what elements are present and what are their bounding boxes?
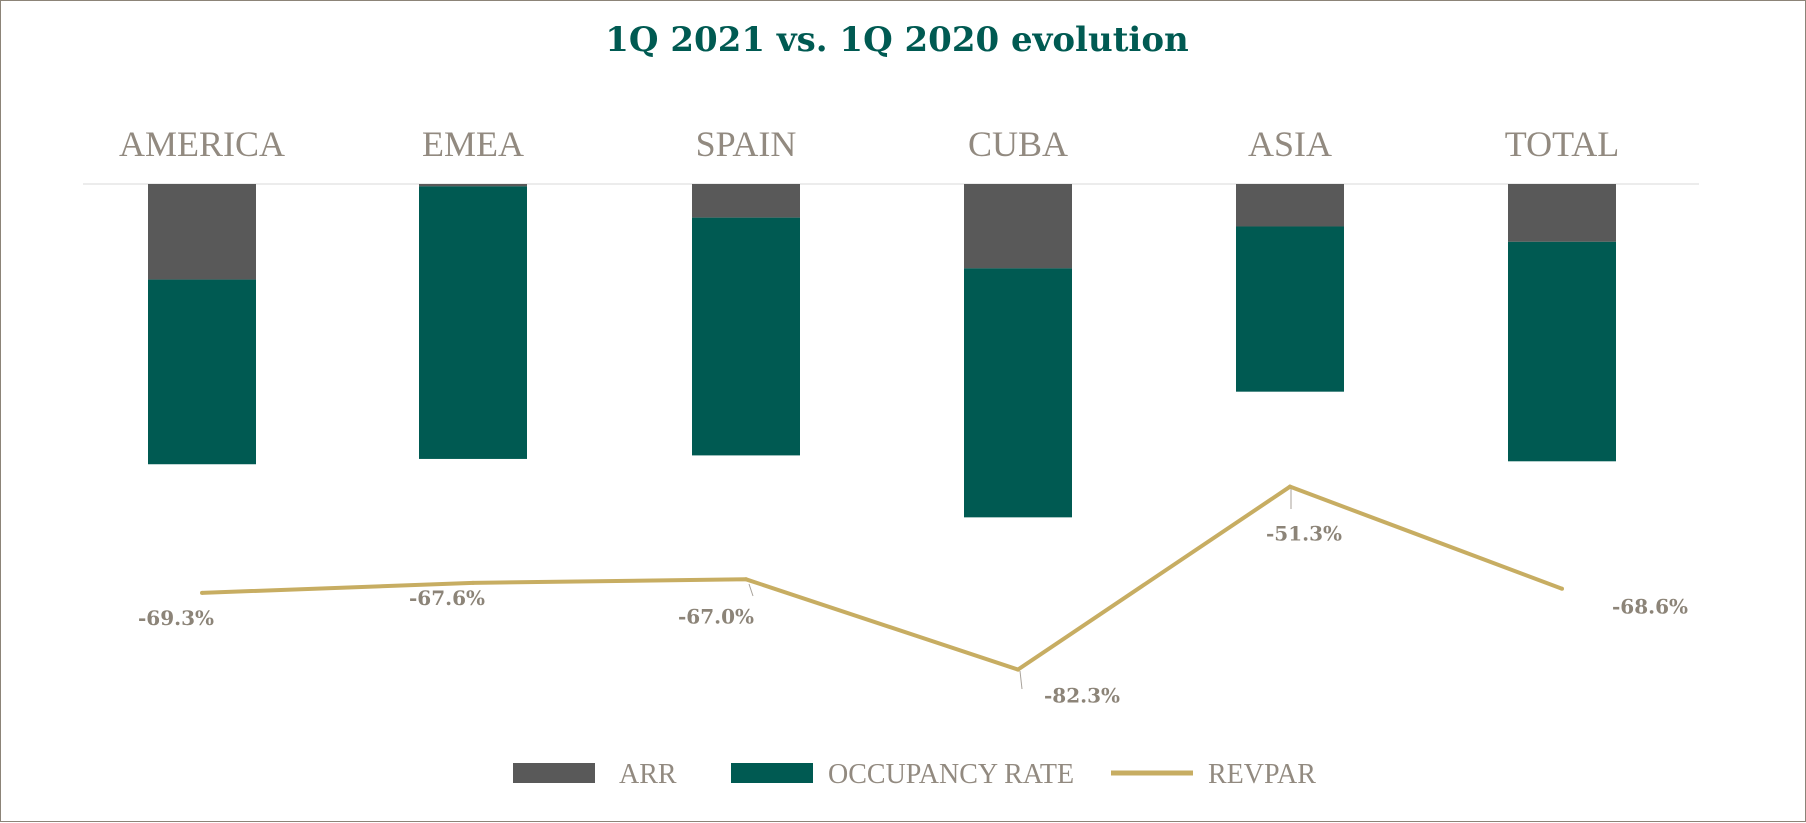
- legend-label-arr: ARR: [619, 759, 677, 790]
- occupancy-bar-total: [1508, 241, 1616, 462]
- data-labels: -69.3% -67.6% -67.0% -82.3% -51.3% -68.6%: [138, 489, 1688, 708]
- occupancy-bar-cuba: [964, 268, 1072, 518]
- revpar-point-america: [200, 590, 204, 595]
- revpar-data-label-emea: -67.6%: [409, 586, 485, 610]
- arr-bar-asia: [1236, 184, 1344, 227]
- revpar-point-emea: [471, 580, 475, 585]
- occupancy-bar-emea: [419, 186, 527, 459]
- revpar-data-label-america: -69.3%: [138, 606, 214, 630]
- category-label-spain: SPAIN: [696, 124, 797, 164]
- revpar-point-cuba: [1016, 667, 1020, 672]
- arr-bar-spain: [692, 184, 800, 218]
- occupancy-bar-spain: [692, 217, 800, 456]
- legend-swatch-occupancy-rate: [731, 763, 813, 783]
- category-label-asia: ASIA: [1248, 124, 1332, 164]
- data-label-leader: [1019, 670, 1023, 690]
- bars: [148, 184, 1616, 518]
- legend-swatch-arr: [513, 763, 595, 783]
- category-labels: AMERICA EMEA SPAIN CUBA ASIA TOTAL: [119, 124, 1619, 164]
- revpar-data-label-asia: -51.3%: [1266, 522, 1342, 546]
- arr-bar-emea: [419, 184, 527, 187]
- revpar-line: [201, 484, 1563, 672]
- revpar-point-asia: [1288, 484, 1292, 489]
- chart-title: 1Q 2021 vs. 1Q 2020 evolution: [605, 20, 1188, 60]
- category-label-total: TOTAL: [1505, 124, 1619, 164]
- revpar-point-spain: [744, 577, 748, 582]
- category-label-america: AMERICA: [119, 124, 285, 164]
- arr-bar-cuba: [964, 184, 1072, 269]
- arr-bar-america: [148, 184, 256, 280]
- revpar-data-label-total: -68.6%: [1612, 595, 1688, 619]
- category-label-cuba: CUBA: [968, 124, 1068, 164]
- data-label-leader: [748, 583, 754, 597]
- occupancy-bar-america: [148, 279, 256, 465]
- arr-bar-total: [1508, 184, 1616, 242]
- revpar-data-label-cuba: -82.3%: [1044, 684, 1120, 708]
- category-label-emea: EMEA: [422, 124, 524, 164]
- legend-label-occupancy-rate: OCCUPANCY RATE: [828, 759, 1074, 790]
- revpar-point-total: [1560, 586, 1564, 591]
- occupancy-bar-asia: [1236, 226, 1344, 392]
- legend: ARR OCCUPANCY RATE REVPAR: [513, 759, 1316, 790]
- legend-label-revpar: REVPAR: [1208, 759, 1316, 790]
- revpar-data-label-spain: -67.0%: [678, 604, 754, 628]
- revpar-line-group: [200, 484, 1564, 672]
